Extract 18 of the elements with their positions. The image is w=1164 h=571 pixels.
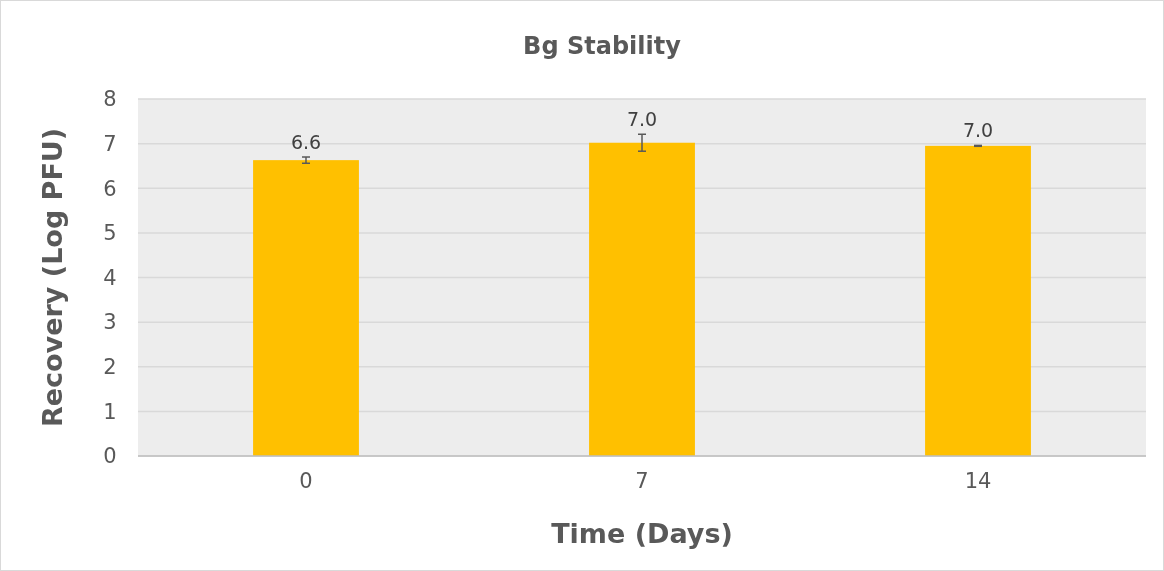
y-tick-label: 0 (103, 444, 117, 469)
y-tick-label: 1 (103, 399, 117, 424)
y-tick-label: 4 (103, 265, 117, 290)
data-label: 7.0 (962, 119, 994, 142)
y-axis-title: Recovery (Log PFU) (37, 127, 68, 428)
y-tick-label: 7 (103, 131, 117, 156)
x-tick-label: 7 (635, 469, 649, 493)
x-axis-title: Time (Days) (551, 518, 733, 549)
x-tick-label: 14 (964, 469, 992, 493)
y-tick-label: 6 (103, 176, 117, 201)
chart-title: Bg Stability (523, 32, 682, 60)
data-label: 7.0 (626, 108, 658, 131)
y-tick-label: 5 (103, 221, 117, 246)
x-tick-label: 0 (299, 469, 313, 493)
data-label: 6.6 (290, 131, 322, 154)
y-tick-label: 2 (103, 355, 117, 380)
y-tick-label: 3 (103, 310, 117, 335)
y-tick-label: 8 (103, 87, 117, 112)
